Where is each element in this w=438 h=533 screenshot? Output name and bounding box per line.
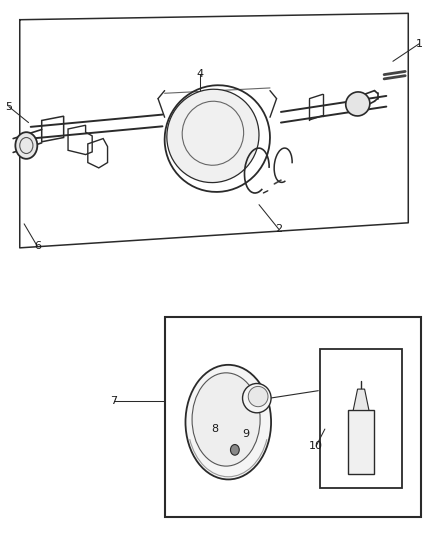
Ellipse shape [345, 92, 369, 116]
Ellipse shape [248, 386, 267, 407]
Polygon shape [352, 389, 368, 410]
Text: 5: 5 [5, 102, 12, 111]
Text: 7: 7 [110, 396, 117, 406]
Ellipse shape [242, 384, 270, 413]
Text: 8: 8 [211, 424, 218, 434]
Bar [320, 349, 401, 488]
Circle shape [15, 132, 37, 159]
Text: 9: 9 [242, 430, 249, 439]
Ellipse shape [166, 89, 258, 183]
Circle shape [230, 445, 239, 455]
Ellipse shape [192, 373, 259, 466]
Text: 1: 1 [415, 39, 422, 49]
Text: 6: 6 [34, 241, 41, 251]
Bar [347, 410, 374, 474]
Bar [164, 317, 420, 517]
Text: 2: 2 [275, 224, 282, 234]
Text: 10: 10 [308, 441, 322, 451]
Ellipse shape [185, 365, 271, 480]
Text: 4: 4 [196, 69, 203, 78]
